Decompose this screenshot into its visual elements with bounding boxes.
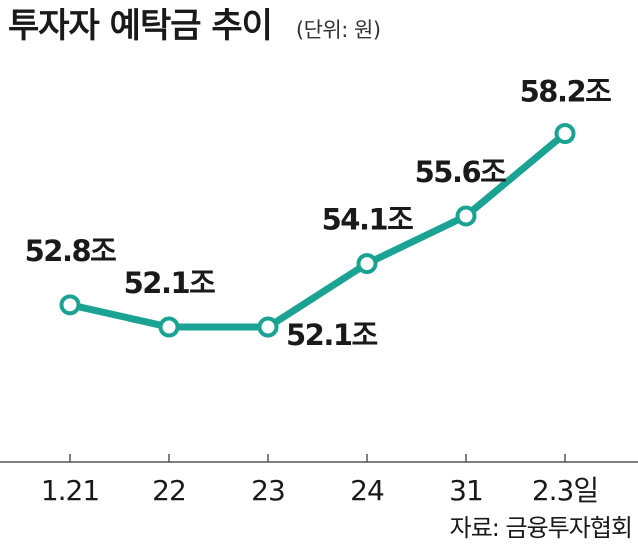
data-point	[257, 316, 279, 338]
data-point	[59, 294, 81, 316]
x-tick-label: 24	[350, 474, 384, 507]
unit-label: (단위: 원)	[295, 18, 381, 42]
source-note: 자료: 금융투자협회	[449, 514, 633, 542]
data-point	[455, 205, 477, 227]
series-line	[66, 130, 569, 331]
x-tick-label: 1.21	[41, 474, 99, 507]
data-label: 54.1조	[322, 203, 414, 237]
data-label: 52.1조	[124, 266, 216, 300]
chart-title: 투자자 예탁금 추이	[8, 6, 273, 46]
x-tick-label: 23	[251, 474, 285, 507]
data-point	[356, 253, 378, 275]
data-point	[158, 316, 180, 338]
data-label: 52.1조	[286, 318, 378, 352]
data-point	[554, 123, 576, 145]
data-label: 52.8조	[25, 234, 117, 268]
x-tick-label: 22	[152, 474, 186, 507]
data-label: 55.6조	[415, 155, 507, 189]
x-tick-label: 31	[449, 474, 483, 507]
data-label: 58.2조	[520, 75, 612, 109]
x-tick-label: 2.3일	[532, 474, 598, 507]
chart-header: 투자자 예탁금 추이 (단위: 원)	[8, 0, 381, 52]
